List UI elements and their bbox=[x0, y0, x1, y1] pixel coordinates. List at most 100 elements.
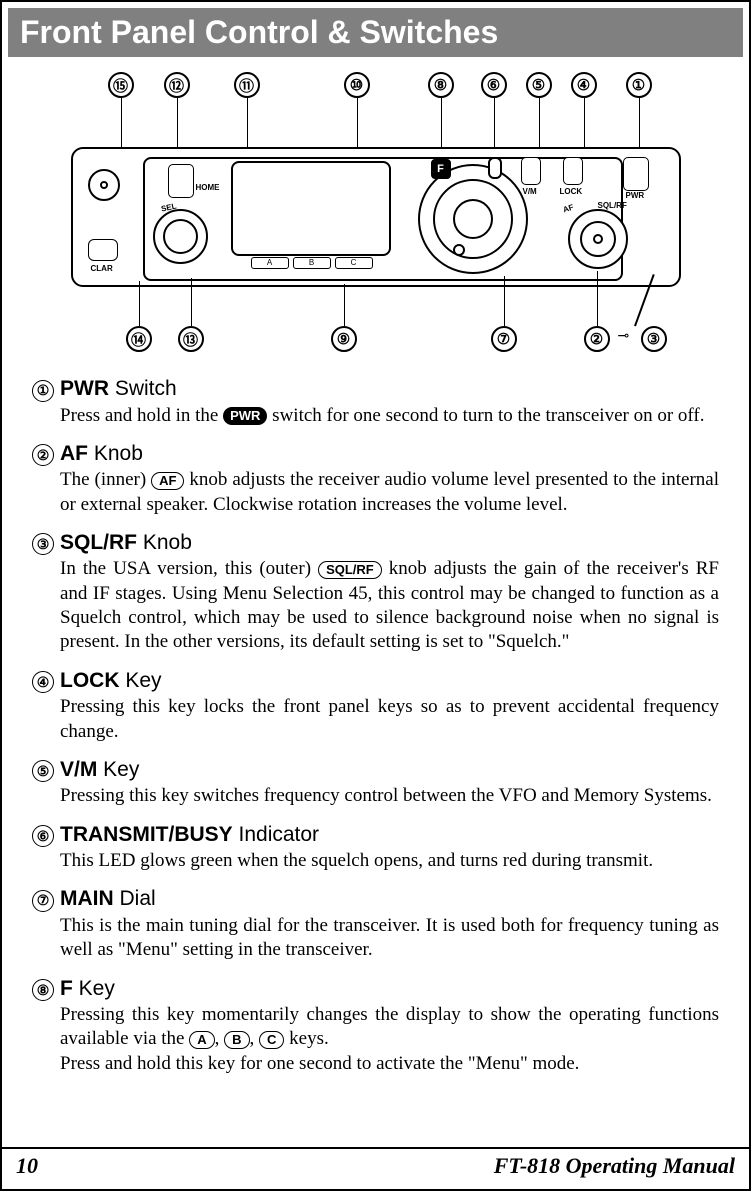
clar-label: CLAR bbox=[91, 264, 113, 273]
pwr-button bbox=[623, 157, 649, 191]
page-number: 10 bbox=[16, 1153, 38, 1179]
item-title: SQL/RF Knob bbox=[60, 531, 192, 555]
item-body: This LED glows green when the squelch op… bbox=[60, 849, 719, 873]
item-body: In the USA version, this (outer) SQL/RF … bbox=[60, 557, 719, 654]
callout-line bbox=[597, 271, 599, 326]
callout-5: ⑤ bbox=[526, 72, 552, 98]
item-number: ④ bbox=[32, 671, 54, 693]
page-footer: 10 FT-818 Operating Manual bbox=[2, 1147, 749, 1179]
key-badge-outline: AF bbox=[151, 472, 184, 490]
home-button bbox=[168, 164, 194, 198]
callout-1: ① bbox=[626, 72, 652, 98]
item-title: PWR Switch bbox=[60, 377, 177, 401]
callout-line bbox=[139, 281, 141, 326]
description-item: ① PWR Switch Press and hold in the PWR swi… bbox=[32, 377, 719, 428]
af-knob-dot bbox=[593, 234, 603, 244]
description-item: ⑦ MAIN Dial This is the main tuning dial f… bbox=[32, 887, 719, 962]
main-dial-finger bbox=[453, 244, 465, 256]
lock-button bbox=[563, 157, 583, 185]
callout-10: ⑩ bbox=[344, 72, 370, 98]
f-key: F bbox=[431, 159, 451, 179]
item-header: ③ SQL/RF Knob bbox=[32, 531, 719, 556]
description-item: ⑤ V/M KeyPressing this key switches frequ… bbox=[32, 758, 719, 809]
callout-8: ⑧ bbox=[428, 72, 454, 98]
callout-line bbox=[191, 278, 193, 326]
jack-hole bbox=[100, 181, 108, 189]
item-number: ⑤ bbox=[32, 760, 54, 782]
callout-13: ⑬ bbox=[178, 326, 204, 352]
callout-line bbox=[177, 98, 179, 153]
description-item: ② AF KnobThe (inner) AF knob adjusts the … bbox=[32, 442, 719, 517]
home-label: HOME bbox=[196, 183, 220, 192]
item-header: ④ LOCK Key bbox=[32, 669, 719, 694]
item-number: ② bbox=[32, 444, 54, 466]
item-header: ⑥ TRANSMIT/BUSY Indicator bbox=[32, 823, 719, 848]
front-panel-diagram: ⑮ ⑫ ⑪ ⑩ ⑧ ⑥ ⑤ ④ ① CLAR bbox=[56, 67, 696, 357]
page-header: Front Panel Control & Switches bbox=[8, 8, 743, 57]
lock-label: LOCK bbox=[560, 187, 583, 196]
callout-2: ② bbox=[584, 326, 610, 352]
item-title: LOCK Key bbox=[60, 669, 162, 693]
item-body: This is the main tuning dial for the tra… bbox=[60, 914, 719, 963]
pwr-label: PWR bbox=[626, 191, 645, 200]
content-list: ① PWR Switch Press and hold in the PWR swi… bbox=[2, 377, 749, 1076]
description-item: ⑧F KeyPressing this key momentarily chan… bbox=[32, 977, 719, 1076]
item-body: Pressing this key switches frequency con… bbox=[60, 784, 719, 808]
vm-label: V/M bbox=[523, 187, 537, 196]
a-button: A bbox=[251, 257, 289, 269]
callout-line bbox=[247, 98, 249, 148]
item-header: ① PWR Switch bbox=[32, 377, 719, 402]
b-button: B bbox=[293, 257, 331, 269]
link-symbol: ⊸ bbox=[618, 328, 630, 345]
callout-6: ⑥ bbox=[481, 72, 507, 98]
item-body: The (inner) AF knob adjusts the receiver… bbox=[60, 468, 719, 517]
callout-3: ③ bbox=[641, 326, 667, 352]
sel-knob-inner bbox=[163, 219, 198, 254]
callout-7: ⑦ bbox=[491, 326, 517, 352]
key-badge-outline: A bbox=[189, 1031, 214, 1049]
sqlrf-label: SQL/RF bbox=[598, 201, 627, 210]
jack-left bbox=[88, 169, 120, 201]
radio-panel: CLAR SEL HOME A B C F bbox=[71, 147, 681, 287]
callout-11: ⑪ bbox=[234, 72, 260, 98]
busy-led bbox=[488, 157, 502, 179]
c-button: C bbox=[335, 257, 373, 269]
description-item: ④ LOCK KeyPressing this key locks the fro… bbox=[32, 669, 719, 744]
callout-15: ⑮ bbox=[108, 72, 134, 98]
key-badge: PWR bbox=[223, 407, 267, 425]
callout-9: ⑨ bbox=[331, 326, 357, 352]
manual-title: FT-818 Operating Manual bbox=[494, 1153, 735, 1179]
callout-line bbox=[121, 98, 123, 148]
main-dial-inner bbox=[453, 199, 493, 239]
item-title: MAIN Dial bbox=[60, 887, 156, 911]
key-badge-outline: C bbox=[259, 1031, 284, 1049]
item-title: V/M Key bbox=[60, 758, 139, 782]
item-number: ⑥ bbox=[32, 825, 54, 847]
item-header: ⑦ MAIN Dial bbox=[32, 887, 719, 912]
screen-bezel bbox=[231, 161, 391, 256]
clar-button bbox=[88, 239, 118, 261]
item-body: Pressing this key locks the front panel … bbox=[60, 695, 719, 744]
item-number: ⑦ bbox=[32, 890, 54, 912]
item-body: Press and hold in the PWR switch for one… bbox=[60, 404, 719, 428]
callout-line bbox=[504, 276, 506, 326]
callout-4: ④ bbox=[571, 72, 597, 98]
item-number: ③ bbox=[32, 533, 54, 555]
item-number: ① bbox=[32, 380, 54, 402]
item-header: ⑧ F Key bbox=[32, 977, 719, 1002]
vm-button bbox=[521, 157, 541, 185]
callout-line bbox=[344, 284, 346, 326]
diagram-container: ⑮ ⑫ ⑪ ⑩ ⑧ ⑥ ⑤ ④ ① CLAR bbox=[2, 67, 749, 357]
item-title: F Key bbox=[60, 977, 115, 1001]
item-title: TRANSMIT/BUSY Indicator bbox=[60, 823, 319, 847]
item-title: AF Knob bbox=[60, 442, 143, 466]
item-number: ⑧ bbox=[32, 979, 54, 1001]
item-header: ② AF Knob bbox=[32, 442, 719, 467]
key-badge-outline: B bbox=[224, 1031, 249, 1049]
callout-12: ⑫ bbox=[164, 72, 190, 98]
key-badge-outline: SQL/RF bbox=[318, 561, 382, 579]
callout-14: ⑭ bbox=[126, 326, 152, 352]
description-item: ⑥ TRANSMIT/BUSY IndicatorThis LED glows g… bbox=[32, 823, 719, 874]
description-item: ③ SQL/RF KnobIn the USA version, this (ou… bbox=[32, 531, 719, 655]
callout-line bbox=[494, 98, 496, 153]
